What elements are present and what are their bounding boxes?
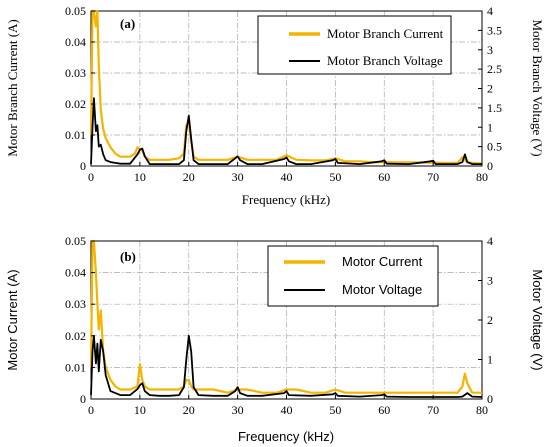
x-tick-label: 0 — [88, 403, 94, 417]
legend-box — [267, 245, 439, 307]
x-tick-label: 20 — [183, 403, 195, 417]
y-right-tick-label: 4 — [487, 234, 493, 248]
y-right-tick-label: 2 — [487, 82, 493, 96]
y-left-tick-label: 0.03 — [65, 297, 86, 311]
x-tick-label: 10 — [134, 403, 146, 417]
y-left-tick-label: 0 — [80, 392, 86, 406]
y-axis-label-left: Motor Current (A) — [5, 269, 20, 370]
legend: Motor Current Motor Voltage — [267, 245, 439, 307]
legend-label-voltage: Motor Branch Voltage — [327, 53, 443, 68]
x-tick-label: 40 — [281, 403, 293, 417]
y-right-tick-label: 0.5 — [487, 140, 502, 154]
x-tick-label: 30 — [232, 403, 244, 417]
y-right-tick-label: 3.5 — [487, 23, 502, 37]
y-left-tick-label: 0.01 — [65, 360, 86, 374]
x-tick-label: 0 — [88, 170, 94, 184]
series-line-current — [89, 239, 482, 394]
panel-label: (b) — [120, 249, 136, 264]
y-right-tick-label: 1.5 — [487, 101, 502, 115]
y-axis-label-left: Motor Branch Current (A) — [5, 19, 20, 157]
y-right-tick-label: 0 — [487, 392, 493, 406]
panel-a: 0 10 20 30 40 50 60 70 8000.010.020.030.040.0500… — [5, 4, 545, 207]
x-tick-label: 70 — [427, 403, 439, 417]
y-left-tick-label: 0.03 — [65, 66, 86, 80]
x-tick-label: 80 — [476, 170, 488, 184]
y-right-tick-label: 3 — [487, 43, 493, 57]
y-left-tick-label: 0.04 — [65, 35, 86, 49]
series-line-voltage — [90, 97, 482, 166]
x-tick-label: 10 — [134, 170, 146, 184]
y-axis-label-right: Motor Voltage (V) — [530, 269, 545, 370]
y-left-tick-label: 0.01 — [65, 128, 86, 142]
legend-label-voltage: Motor Voltage — [342, 282, 422, 297]
y-left-tick-label: 0.04 — [65, 266, 86, 280]
y-left-tick-label: 0.02 — [65, 97, 86, 111]
x-tick-label: 30 — [232, 170, 244, 184]
panel-label: (a) — [120, 16, 135, 31]
x-tick-label: 60 — [378, 170, 390, 184]
x-axis-label: Frequency (kHz) — [238, 429, 334, 444]
legend-box — [257, 15, 452, 75]
x-tick-label: 50 — [329, 403, 341, 417]
panel-b: 0 10 20 30 40 50 60 70 8000.010.020.030.040.0501… — [5, 234, 545, 444]
y-right-tick-label: 1 — [487, 353, 493, 367]
x-tick-label: 70 — [427, 170, 439, 184]
legend-label-current: Motor Current — [342, 254, 423, 269]
x-tick-label: 80 — [476, 403, 488, 417]
y-right-tick-label: 4 — [487, 4, 493, 18]
y-right-tick-label: 1 — [487, 120, 493, 134]
x-tick-label: 60 — [378, 403, 390, 417]
y-left-tick-label: 0 — [80, 159, 86, 173]
y-axis-label-right: Motor Branch Voltage (V) — [530, 19, 545, 156]
y-left-tick-label: 0.05 — [65, 4, 86, 18]
legend-label-current: Motor Branch Current — [327, 26, 444, 41]
series-line-voltage — [90, 334, 483, 398]
y-right-tick-label: 0 — [487, 159, 493, 173]
x-tick-label: 20 — [183, 170, 195, 184]
legend: Motor Branch Current Motor Branch Voltag… — [257, 15, 452, 75]
x-tick-label: 40 — [281, 170, 293, 184]
y-left-tick-label: 0.05 — [65, 234, 86, 248]
y-right-tick-label: 3 — [487, 274, 493, 288]
x-axis-label: Frequency (kHz) — [242, 192, 330, 207]
y-left-tick-label: 0.02 — [65, 329, 86, 343]
x-tick-label: 50 — [329, 170, 341, 184]
y-right-tick-label: 2.5 — [487, 62, 502, 76]
y-right-tick-label: 2 — [487, 313, 493, 327]
